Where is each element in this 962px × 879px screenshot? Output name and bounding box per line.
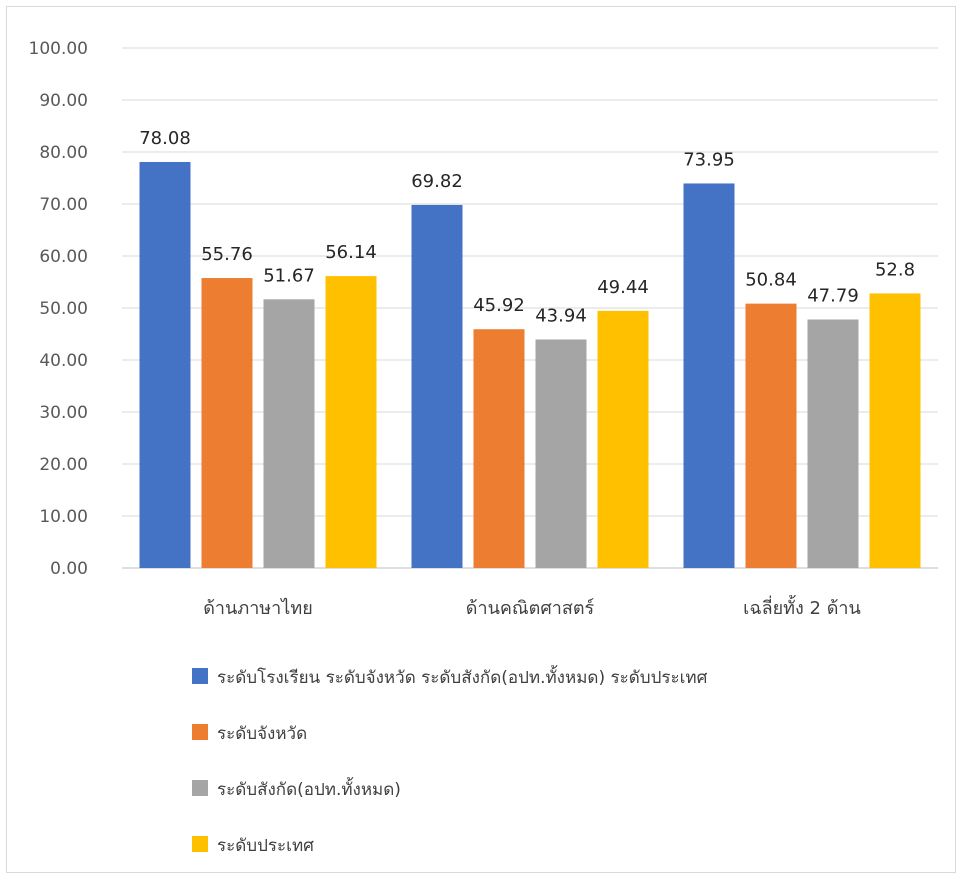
- y-tick-label: 10.00: [39, 507, 88, 527]
- data-label: 43.94: [535, 306, 587, 327]
- bar: [411, 204, 463, 568]
- x-axis: ด้านภาษาไทย ด้านคณิตศาสตร์ เฉลี่ยทั้ง 2 ด้…: [203, 595, 861, 619]
- y-tick-label: 70.00: [39, 195, 88, 215]
- legend-label: ระดับประเทศ: [217, 836, 314, 856]
- data-label: 51.67: [263, 265, 315, 286]
- y-axis: 0.00 10.00 20.00 30.00 40.00 50.00 60.00 70.00 8…: [29, 39, 88, 579]
- bar: [745, 303, 797, 568]
- y-tick-label: 100.00: [29, 39, 88, 59]
- bar: [139, 161, 191, 568]
- data-label: 52.8: [875, 259, 915, 280]
- legend-label: ระดับโรงเรียน ระดับจังหวัด ระดับสังกัด(อ…: [217, 665, 708, 688]
- bar: [201, 278, 253, 568]
- data-label: 45.92: [473, 295, 525, 316]
- y-tick-label: 30.00: [39, 403, 88, 423]
- legend-swatch: [192, 836, 208, 852]
- data-label: 47.79: [807, 285, 859, 306]
- legend-swatch: [192, 724, 208, 740]
- category-label: ด้านภาษาไทย: [203, 597, 313, 619]
- bars: [139, 161, 921, 568]
- bar: [597, 310, 649, 568]
- y-tick-label: 50.00: [39, 299, 88, 319]
- data-label: 55.76: [201, 244, 253, 265]
- y-tick-label: 60.00: [39, 247, 88, 267]
- bar: [869, 293, 921, 568]
- bar: [535, 339, 587, 568]
- category-label: ด้านคณิตศาสตร์: [466, 598, 595, 619]
- data-label: 73.95: [683, 149, 735, 170]
- y-tick-label: 80.00: [39, 143, 88, 163]
- category-label: เฉลี่ยทั้ง 2 ด้าน: [743, 595, 861, 619]
- data-labels: 78.08 55.76 51.67 56.14 69.82 45.92 43.94 49.44…: [139, 128, 915, 327]
- data-label: 50.84: [745, 270, 797, 291]
- y-tick-label: 40.00: [39, 351, 88, 371]
- legend-label: ระดับจังหวัด: [217, 724, 307, 744]
- gridlines: [122, 47, 938, 569]
- legend-swatch: [192, 780, 208, 796]
- bar: [263, 299, 315, 568]
- data-label: 49.44: [597, 277, 649, 298]
- bar: [683, 183, 735, 568]
- legend-label: ระดับสังกัด(อปท.ทั้งหมด): [217, 777, 401, 800]
- y-tick-label: 0.00: [50, 559, 88, 579]
- y-tick-label: 90.00: [39, 91, 88, 111]
- bar: [807, 319, 859, 568]
- legend-swatch: [192, 668, 208, 684]
- data-label: 56.14: [325, 242, 377, 263]
- data-label: 78.08: [139, 128, 191, 149]
- bar: [473, 329, 525, 568]
- data-label: 69.82: [411, 171, 463, 192]
- bar: [325, 276, 377, 568]
- legend: ระดับโรงเรียน ระดับจังหวัด ระดับสังกัด(อ…: [192, 665, 708, 856]
- y-tick-label: 20.00: [39, 455, 88, 475]
